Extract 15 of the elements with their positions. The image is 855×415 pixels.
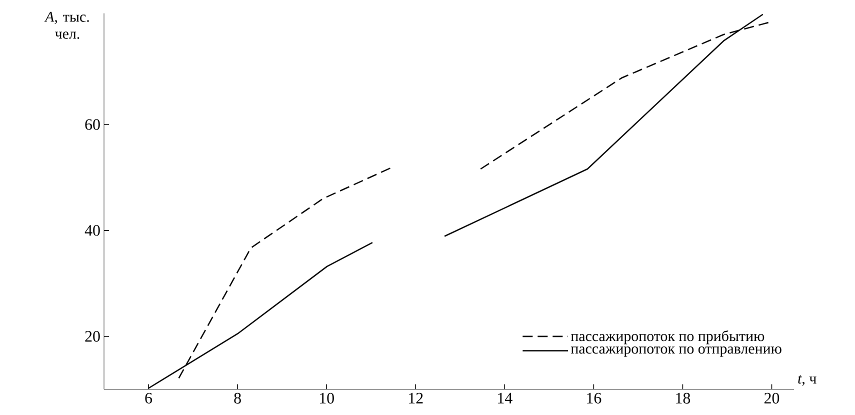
legend-label: пассажиропоток по прибытию bbox=[570, 330, 764, 344]
x-tick-label: 16 bbox=[587, 392, 602, 404]
y-tick-label: 40 bbox=[84, 225, 100, 236]
y-tick-label: 60 bbox=[85, 119, 100, 130]
x-axis-title: t, ч bbox=[798, 375, 816, 386]
x-tick-label: 10 bbox=[320, 392, 334, 404]
y-axis-title: A, тыс. чел. bbox=[44, 12, 89, 39]
x-tick-label: 18 bbox=[676, 392, 690, 404]
x-tick-label: 20 bbox=[764, 392, 780, 404]
x-tick-label: 8 bbox=[234, 392, 241, 404]
x-tick-label: 6 bbox=[145, 392, 152, 404]
y-tick-label: 20 bbox=[85, 330, 100, 342]
x-tick-label: 12 bbox=[409, 392, 423, 404]
x-tick-label: 14 bbox=[498, 392, 512, 404]
legend-label: пассажиропоток по отправлению bbox=[570, 346, 782, 357]
